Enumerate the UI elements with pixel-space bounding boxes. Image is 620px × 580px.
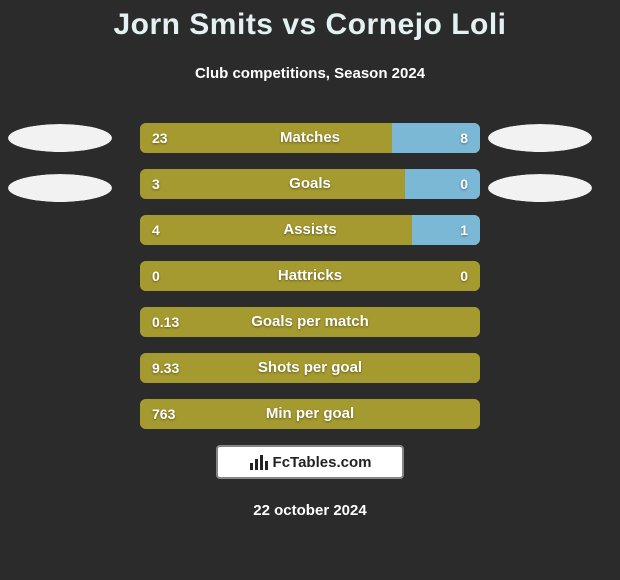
bar-chart-icon	[249, 453, 269, 471]
stat-bar: Assists4 1	[140, 215, 480, 245]
stat-bar-label: Assists	[140, 215, 480, 245]
club-left-ellipse-2	[8, 174, 112, 202]
stat-bar-label: Shots per goal	[140, 353, 480, 383]
comparison-infographic: Jorn Smits vs Cornejo Loli Club competit…	[0, 0, 620, 580]
stat-value-left: 3	[152, 169, 160, 199]
stat-value-left: 0	[152, 261, 160, 291]
stat-bar: Goals3 0	[140, 169, 480, 199]
stat-bar: Hattricks0 0	[140, 261, 480, 291]
stat-value-right: 0	[460, 261, 468, 291]
stat-bar-label: Goals	[140, 169, 480, 199]
stat-bar-label: Matches	[140, 123, 480, 153]
stat-bar-label: Goals per match	[140, 307, 480, 337]
page-title: Jorn Smits vs Cornejo Loli	[0, 8, 620, 42]
stat-value-left: 23	[152, 123, 168, 153]
stat-bars: Matches238Goals30Assists41Hattricks00Goa…	[140, 123, 480, 445]
stat-value-right: 0	[460, 169, 468, 199]
logo-box: FcTables.com	[216, 445, 404, 479]
stat-bar: Shots per goal9.33	[140, 353, 480, 383]
stat-value-left: 0.13	[152, 307, 179, 337]
club-left-ellipse-1	[8, 124, 112, 152]
stat-value-right: 8	[460, 123, 468, 153]
club-right-ellipse-1	[488, 124, 592, 152]
subtitle: Club competitions, Season 2024	[0, 65, 620, 82]
date: 22 october 2024	[0, 502, 620, 519]
stat-bar: Goals per match0.13	[140, 307, 480, 337]
stat-bar-label: Hattricks	[140, 261, 480, 291]
stat-value-left: 763	[152, 399, 175, 429]
stat-bar-label: Min per goal	[140, 399, 480, 429]
stat-value-left: 9.33	[152, 353, 179, 383]
stat-value-right: 1	[460, 215, 468, 245]
logo-text: FcTables.com	[273, 454, 372, 471]
stat-bar: Matches23 8	[140, 123, 480, 153]
stat-bar: Min per goal763	[140, 399, 480, 429]
club-right-ellipse-2	[488, 174, 592, 202]
stat-value-left: 4	[152, 215, 160, 245]
